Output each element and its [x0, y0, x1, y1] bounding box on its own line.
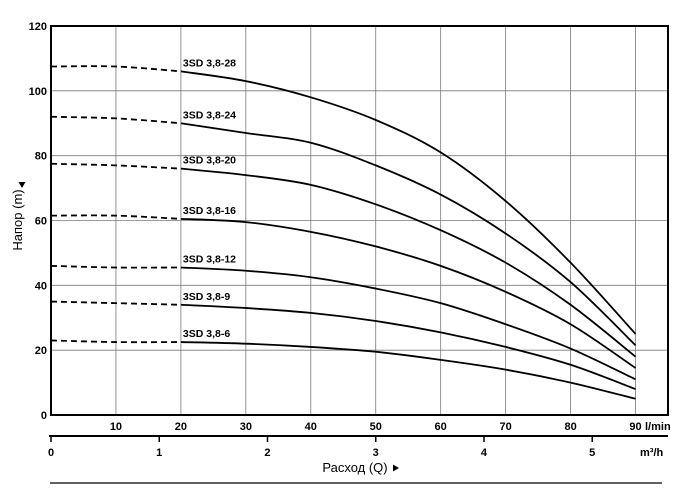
- curve-dashed-segment: [50, 115, 181, 125]
- x-m3h-unit: m³/h: [640, 447, 664, 459]
- x-lmin-tick-label: 90: [629, 421, 641, 433]
- x-axis-title-arrow-icon: [393, 464, 399, 472]
- y-tick-label: 60: [35, 216, 47, 228]
- x-m3h-tick-label: 4: [481, 447, 488, 459]
- x-lmin-tick-labels: 10 20 30 40 50 60 70 80 90: [110, 421, 642, 433]
- curve-dashed-segment: [50, 339, 181, 344]
- x-lmin-unit: l/min: [645, 421, 671, 433]
- curve-label: 3SD 3,8-20: [183, 155, 236, 167]
- x-lmin-tick-label: 50: [370, 421, 382, 433]
- curve-solid-segment: [180, 167, 637, 358]
- y-tick-label: 120: [29, 21, 47, 33]
- y-tick-labels: 0 20 40 60 80 100 120: [29, 21, 47, 422]
- curve-label: 3SD 3,8-28: [183, 57, 236, 69]
- x-m3h-tick-label: 5: [589, 447, 595, 459]
- x-m3h-tick-label: 1: [156, 447, 162, 459]
- curve-label: 3SD 3,8-9: [183, 291, 230, 303]
- curve-dashed-segment: [50, 162, 181, 170]
- curve-solid-segment: [180, 266, 636, 381]
- x-m3h-tick-label: 2: [264, 447, 270, 459]
- y-tick-label: 20: [35, 345, 47, 357]
- x-axis-title: Расход (Q): [322, 460, 387, 475]
- curve-solid-segment: [180, 303, 636, 390]
- x-lmin-tick-label: 30: [240, 421, 252, 433]
- curve-dashed-segment: [50, 65, 181, 73]
- m3h-axis: 0 1 2 3 4 5: [48, 435, 668, 459]
- x-m3h-tick-label: 0: [48, 447, 54, 459]
- curve-solid-segment: [180, 70, 637, 335]
- curve-dashed-segment: [50, 300, 181, 306]
- curve-dashed-segment: [50, 214, 181, 220]
- curve-solid-segment: [180, 217, 637, 369]
- curve-label: 3SD 3,8-24: [183, 109, 236, 121]
- y-tick-label: 100: [29, 86, 47, 98]
- curve-dashed-segment: [50, 264, 181, 269]
- plot-frame: [50, 25, 669, 416]
- y-tick-label: 40: [35, 280, 47, 292]
- curve-solid-segment: [180, 341, 636, 400]
- y-axis-title: Напор (m): [10, 189, 25, 250]
- curves: [50, 65, 637, 400]
- curve-label: 3SD 3,8-16: [183, 205, 236, 217]
- curve-label: 3SD 3,8-12: [183, 254, 236, 266]
- curve-labels: 3SD 3,8-28 3SD 3,8-24 3SD 3,8-20 3SD 3,8-16…: [183, 57, 236, 340]
- y-tick-label: 0: [41, 410, 47, 422]
- x-lmin-tick-label: 40: [305, 421, 317, 433]
- x-lmin-tick-label: 80: [564, 421, 576, 433]
- x-lmin-tick-label: 20: [175, 421, 187, 433]
- y-tick-label: 80: [35, 151, 47, 163]
- curve-solid-segment: [180, 122, 637, 346]
- x-lmin-tick-label: 60: [435, 421, 447, 433]
- x-m3h-tick-label: 3: [373, 447, 379, 459]
- grid-lines: [51, 26, 668, 415]
- x-lmin-tick-label: 70: [500, 421, 512, 433]
- curve-label: 3SD 3,8-6: [183, 328, 230, 340]
- x-lmin-tick-label: 10: [110, 421, 122, 433]
- y-axis-title-arrow-icon: [18, 182, 26, 188]
